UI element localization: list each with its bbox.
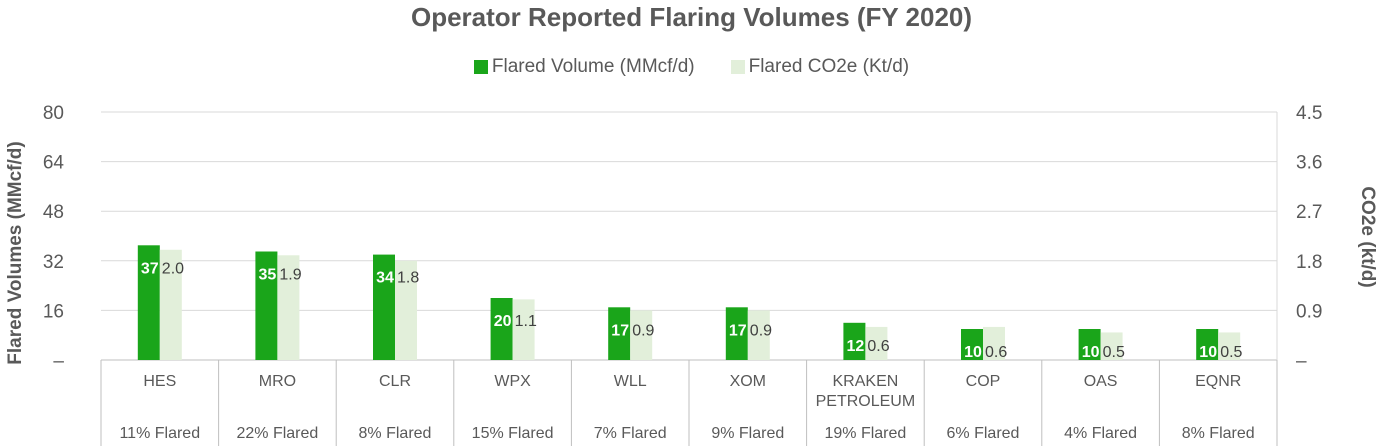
- data-label-flared-co2e: 2.0: [162, 260, 184, 277]
- bar-flared-volume: [255, 251, 278, 360]
- bar-flared-volume: [725, 307, 748, 360]
- bar-flared-co2e: [159, 249, 182, 360]
- y-axis-label: Flared Volumes (MMcf/d): [5, 141, 26, 364]
- data-label-flared-co2e: 1.1: [515, 313, 537, 330]
- y2-axis-label: CO2e (kt/d): [1357, 186, 1378, 287]
- data-label-flared-co2e: 0.6: [867, 338, 889, 355]
- data-label-flared-co2e: 0.9: [632, 322, 654, 339]
- x-subcategory-label: 7% Flared: [594, 425, 667, 442]
- legend-item-flared-volume[interactable]: Flared Volume (MMcf/d): [473, 56, 695, 78]
- x-tick-label: EQNR: [1195, 373, 1241, 390]
- x-tick-label: WPX: [494, 373, 531, 390]
- data-label-flared-co2e: 0.6: [985, 344, 1007, 361]
- x-subcategory-label: 4% Flared: [1064, 425, 1137, 442]
- data-label-flared-volume: 37: [141, 260, 159, 277]
- data-label-flared-co2e: 0.9: [750, 322, 772, 339]
- data-label-flared-volume: 17: [729, 322, 747, 339]
- data-label-flared-volume: 34: [376, 270, 394, 287]
- x-subcategory-label: 9% Flared: [711, 425, 784, 442]
- bar-flared-volume: [137, 245, 160, 360]
- bar-flared-co2e: [395, 260, 417, 360]
- data-label-flared-co2e: 0.5: [1103, 344, 1125, 361]
- bar-flared-co2e: [865, 326, 888, 360]
- x-tick-label: PETROLEUM: [816, 393, 916, 410]
- legend-label-flared-co2e: Flared CO2e (Kt/d): [748, 56, 910, 77]
- x-tick-label: WLL: [614, 373, 647, 390]
- legend-item-flared-co2e[interactable]: Flared CO2e (Kt/d): [730, 56, 910, 78]
- x-tick-label: HES: [143, 373, 176, 390]
- bar-flared-co2e: [747, 310, 770, 360]
- x-subcategory-label: 6% Flared: [947, 425, 1020, 442]
- bar-flared-co2e: [277, 255, 300, 360]
- y2-tick-label: 4.5: [1296, 103, 1322, 124]
- y2-tick-label: 1.8: [1296, 252, 1322, 273]
- data-label-flared-volume: 20: [494, 313, 512, 330]
- x-subcategory-label: 8% Flared: [1182, 425, 1255, 442]
- bar-flared-co2e: [983, 326, 1005, 360]
- bar-flared-co2e: [630, 310, 653, 360]
- y-tick-label: 80: [43, 103, 64, 124]
- x-tick-label: KRAKEN: [833, 373, 899, 390]
- x-tick-label: COP: [966, 373, 1001, 390]
- x-tick-label: OAS: [1084, 373, 1118, 390]
- y2-tick-label: 0.9: [1296, 301, 1322, 322]
- legend-label-flared-volume: Flared Volume (MMcf/d): [491, 56, 695, 77]
- data-label-flared-co2e: 1.9: [279, 267, 301, 284]
- x-subcategory-label: 19% Flared: [824, 425, 906, 442]
- data-label-flared-volume: 12: [847, 338, 865, 355]
- data-label-flared-volume: 10: [964, 344, 982, 361]
- x-subcategory-label: 8% Flared: [359, 425, 432, 442]
- legend-swatch-flared-volume: [473, 60, 488, 74]
- bar-flared-volume: [373, 254, 395, 360]
- data-label-flared-volume: 35: [259, 267, 277, 284]
- x-tick-label: XOM: [730, 373, 766, 390]
- data-label-flared-co2e: 1.8: [397, 270, 419, 287]
- bar-flared-volume: [961, 329, 983, 360]
- y-tick-label: –: [53, 351, 64, 372]
- y-tick-label: 64: [43, 153, 65, 174]
- bar-flared-volume: [1196, 329, 1219, 360]
- y2-tick-label: –: [1296, 351, 1307, 372]
- bar-flared-volume: [843, 322, 866, 360]
- x-subcategory-label: 15% Flared: [472, 425, 554, 442]
- y2-tick-label: 3.6: [1296, 153, 1322, 174]
- data-label-flared-volume: 10: [1082, 344, 1100, 361]
- bar-flared-co2e: [1100, 332, 1123, 360]
- x-tick-label: MRO: [259, 373, 296, 390]
- chart-title: Operator Reported Flaring Volumes (FY 20…: [410, 2, 973, 32]
- chart-legend: Flared Volume (MMcf/d) Flared CO2e (Kt/d…: [0, 56, 1383, 78]
- bar-flared-volume: [608, 307, 631, 360]
- data-label-flared-volume: 10: [1199, 344, 1217, 361]
- bar-flared-co2e: [1218, 332, 1241, 360]
- y-tick-label: 32: [43, 252, 64, 273]
- data-label-flared-volume: 17: [611, 322, 629, 339]
- x-subcategory-label: 22% Flared: [236, 425, 318, 442]
- legend-swatch-flared-co2e: [730, 60, 745, 74]
- y-tick-label: 16: [43, 301, 64, 322]
- bar-flared-volume: [490, 298, 513, 360]
- y-tick-label: 48: [43, 202, 64, 223]
- x-subcategory-label: 11% Flared: [119, 425, 200, 442]
- data-label-flared-co2e: 0.5: [1220, 344, 1242, 361]
- y2-tick-label: 2.7: [1296, 202, 1322, 223]
- bar-flared-co2e: [512, 299, 535, 360]
- x-tick-label: CLR: [379, 373, 411, 390]
- bar-flared-volume: [1078, 329, 1101, 360]
